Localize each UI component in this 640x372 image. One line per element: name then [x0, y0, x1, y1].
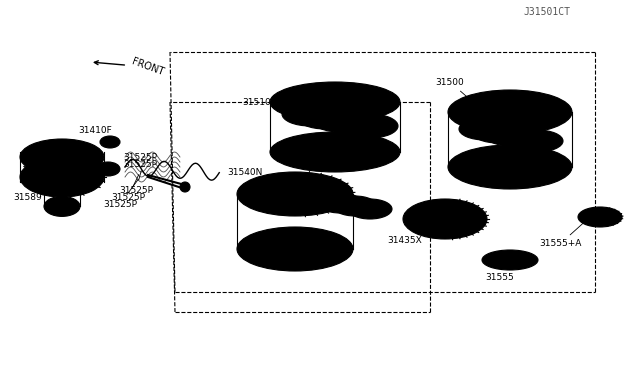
- Ellipse shape: [511, 130, 563, 152]
- Ellipse shape: [298, 191, 322, 203]
- Ellipse shape: [288, 187, 332, 207]
- Ellipse shape: [105, 139, 115, 145]
- Ellipse shape: [20, 157, 104, 197]
- Ellipse shape: [324, 113, 356, 127]
- Ellipse shape: [586, 211, 614, 223]
- Ellipse shape: [333, 196, 377, 216]
- Ellipse shape: [485, 124, 537, 146]
- Ellipse shape: [339, 116, 371, 130]
- Text: 31540N: 31540N: [227, 167, 263, 195]
- Text: 31525P: 31525P: [103, 179, 138, 208]
- Ellipse shape: [328, 197, 352, 209]
- Text: 31525P: 31525P: [123, 153, 157, 161]
- Ellipse shape: [303, 190, 347, 210]
- Ellipse shape: [102, 165, 114, 173]
- Text: 31510N: 31510N: [243, 97, 292, 113]
- Text: FRONT: FRONT: [94, 57, 164, 77]
- Ellipse shape: [492, 253, 528, 267]
- Text: 31500: 31500: [436, 77, 488, 115]
- Text: 31435X: 31435X: [388, 221, 426, 244]
- Ellipse shape: [237, 227, 353, 271]
- Text: 31407N: 31407N: [58, 170, 106, 192]
- Ellipse shape: [498, 127, 550, 149]
- Text: 31525P: 31525P: [111, 174, 145, 202]
- Text: 31555+A: 31555+A: [539, 219, 588, 248]
- Ellipse shape: [448, 145, 572, 189]
- Ellipse shape: [483, 125, 513, 139]
- Ellipse shape: [282, 102, 338, 126]
- Ellipse shape: [270, 132, 400, 172]
- Ellipse shape: [44, 196, 80, 217]
- Text: 31525P: 31525P: [119, 171, 153, 195]
- Text: 31555: 31555: [486, 262, 515, 282]
- Ellipse shape: [20, 139, 104, 175]
- Ellipse shape: [358, 203, 382, 215]
- Ellipse shape: [403, 199, 487, 239]
- Ellipse shape: [459, 118, 511, 140]
- Ellipse shape: [32, 145, 92, 169]
- Ellipse shape: [32, 163, 92, 191]
- Ellipse shape: [348, 199, 392, 219]
- Ellipse shape: [354, 119, 386, 133]
- Ellipse shape: [309, 110, 341, 124]
- Ellipse shape: [448, 90, 572, 134]
- Ellipse shape: [294, 107, 326, 121]
- Ellipse shape: [100, 136, 120, 148]
- Ellipse shape: [180, 182, 190, 192]
- Text: J31501CT: J31501CT: [523, 7, 570, 17]
- Ellipse shape: [297, 105, 353, 129]
- Ellipse shape: [522, 134, 552, 148]
- Ellipse shape: [343, 200, 367, 212]
- Ellipse shape: [318, 193, 362, 213]
- Text: 31525P: 31525P: [123, 160, 157, 169]
- Text: 31589: 31589: [13, 179, 52, 202]
- Ellipse shape: [472, 121, 524, 143]
- Ellipse shape: [312, 108, 368, 132]
- Ellipse shape: [313, 194, 337, 206]
- Ellipse shape: [342, 114, 398, 138]
- Ellipse shape: [482, 250, 538, 270]
- Ellipse shape: [327, 111, 383, 135]
- Text: 31410F: 31410F: [78, 125, 112, 140]
- Ellipse shape: [417, 206, 473, 232]
- Ellipse shape: [270, 82, 400, 122]
- Ellipse shape: [509, 131, 539, 145]
- Ellipse shape: [470, 122, 500, 136]
- Ellipse shape: [237, 172, 353, 216]
- Ellipse shape: [496, 128, 526, 142]
- Ellipse shape: [578, 207, 622, 227]
- Ellipse shape: [96, 162, 120, 176]
- Ellipse shape: [44, 146, 80, 166]
